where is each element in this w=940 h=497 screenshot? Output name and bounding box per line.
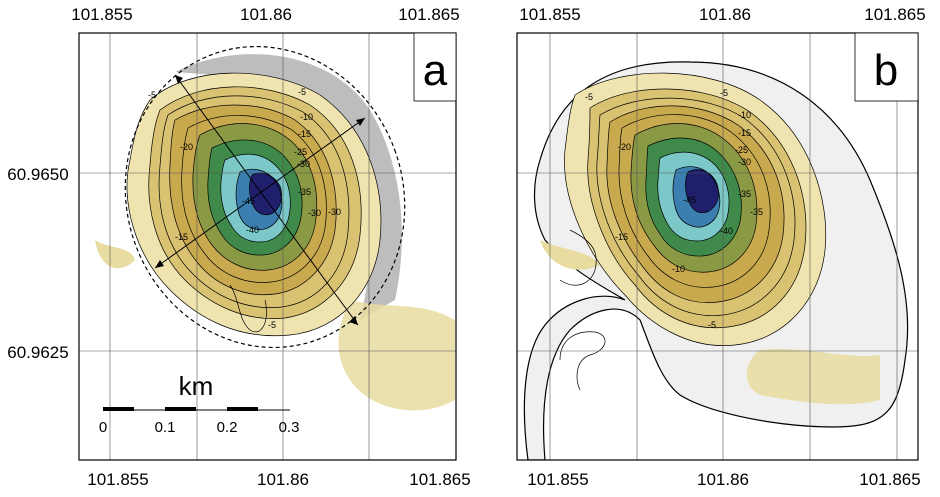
contour-label: -5 [148,90,156,100]
dashed-ellipse [124,45,406,349]
contour-label: -10 [300,112,313,122]
contour-label: -30 [328,207,341,217]
panel-letter: a [423,46,448,95]
contour-label: -15 [298,129,311,139]
arrowheads [155,75,365,325]
top-axis-label: 101.86 [699,5,751,24]
panel-letter-box [413,32,457,102]
top-axis-label: 101.855 [71,5,132,24]
contour-label: -30 [308,208,321,218]
contour-label: -5 [585,92,593,102]
contour-label: -35 [750,207,763,217]
shallow-patch [746,348,880,405]
grid-lines [517,33,918,460]
contour-label: -40 [720,226,733,236]
shallow-patch [338,300,455,411]
scale-bar: km 0 0.1 0.2 0.3 [99,371,300,436]
top-axis-label: 101.865 [864,5,925,24]
contour-lines [559,72,827,391]
axis-arrows [154,74,366,326]
bottom-axis-label: 101.855 [527,470,588,489]
contour-label: -15 [175,232,188,242]
contour-label: -30 [297,159,310,169]
shallow-patch [540,240,600,270]
grid-lines [79,33,456,460]
bottom-axis-label: 101.855 [87,470,148,489]
contour-label: -35 [298,187,311,197]
bottom-axis-label: 101.86 [697,470,749,489]
contour-label-group: -5 -5 -10 -15 -20 -25 -30 -35 -35 -40 -4… [585,88,763,330]
scale-segment [165,407,196,411]
scale-segment [227,407,258,411]
panel-a-frame [78,32,457,461]
top-axis-label: 101.86 [240,5,292,24]
contour-label: -5 [298,87,306,97]
bottom-axis-label: 101.865 [409,470,470,489]
depth-layer [685,169,719,213]
contour-label: -15 [738,128,751,138]
contour-label: -35 [738,189,751,199]
contour-label: -10 [672,264,685,274]
scale-label: 0.1 [155,419,176,436]
panel-b-frame [516,32,919,461]
contour-label: -10 [738,110,751,120]
panel-letter-box [854,32,919,102]
panel-letter: b [874,46,898,95]
scale-segment [103,407,134,411]
bottom-axis-label: 101.865 [859,470,920,489]
contour-label: -5 [268,320,276,330]
contour-label: -45 [683,195,696,205]
shallow-patch [95,240,135,269]
top-axis-label: 101.865 [398,5,459,24]
contour-label: -25 [294,147,307,157]
contour-label-group: -5 -5 -10 -15 -20 -25 -30 -35 -30 -40 -4… [148,87,341,330]
contour-label: -15 [615,232,628,242]
contour-label: -25 [735,145,748,155]
panel-a: a -5 -5 -10 -15 -20 -25 -30 -35 -30 -40 … [78,32,457,461]
scale-label: 0.2 [217,419,238,436]
contour-label: -20 [180,142,193,152]
contour-label: -40 [246,225,259,235]
scale-unit: km [179,371,214,401]
bottom-axis-label: 101.86 [257,470,309,489]
top-axis-label: 101.855 [519,5,580,24]
contour-label: -5 [708,320,716,330]
contour-label: -30 [738,157,751,167]
left-axis-label: 60.9625 [7,343,68,362]
contour-label: -20 [618,142,631,152]
contour-label: -45 [242,196,255,206]
scale-label: 0 [99,419,107,436]
scale-label: 0.3 [279,419,300,436]
panel-b: b -5 -5 -10 -15 -20 -25 -30 -35 -35 -40 … [516,32,919,461]
contour-label: -5 [720,88,728,98]
left-axis-label: 60.9650 [7,165,68,184]
